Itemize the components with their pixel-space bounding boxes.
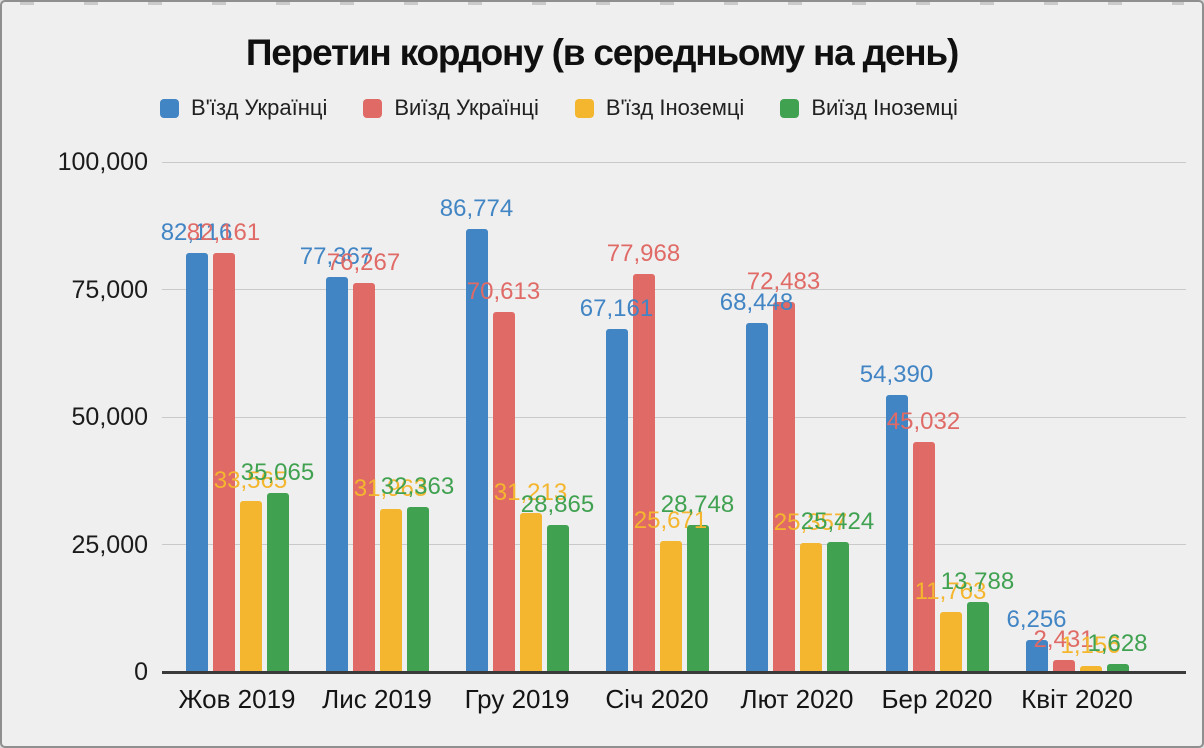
- x-axis-label: Лют 2020: [740, 684, 854, 714]
- bar[interactable]: [546, 524, 569, 672]
- y-axis-tick-label: 100,000: [57, 148, 148, 176]
- bar-value-label: 32,363: [380, 472, 455, 500]
- bar-value-label: 25,671: [633, 507, 708, 535]
- bar[interactable]: [772, 302, 795, 672]
- bar-value-label: 67,161: [579, 295, 654, 323]
- bar-value-label: 35,065: [240, 459, 315, 487]
- x-axis-label: Жов 2019: [178, 684, 296, 714]
- bar[interactable]: [912, 442, 935, 672]
- bar-value-label: 11,763: [914, 578, 987, 605]
- bar-value-label: 82,116: [160, 219, 233, 247]
- legend-swatch-blue-icon: [160, 98, 179, 118]
- chart-title: Перетин кордону (в середньому на день): [245, 32, 959, 73]
- legend-label: В'їзд Українці: [191, 95, 328, 120]
- legend-label: В'їзд Іноземці: [605, 95, 745, 120]
- legend-item-entry-foreigners[interactable]: В'їзд Іноземці: [574, 95, 745, 121]
- bar-value-label: 76,267: [326, 249, 401, 277]
- bar-value-label: 1,628: [1087, 629, 1148, 657]
- bar[interactable]: [379, 508, 402, 672]
- bar[interactable]: [325, 277, 348, 672]
- bar[interactable]: [1079, 666, 1102, 672]
- legend-item-exit-ukrainians[interactable]: Виїзд Українці: [363, 95, 539, 121]
- bar[interactable]: [1052, 659, 1075, 672]
- bar[interactable]: [519, 512, 542, 672]
- bar[interactable]: [465, 229, 488, 672]
- bar-value-label: 31,963: [353, 474, 428, 502]
- legend-swatch-yellow-icon: [574, 98, 594, 118]
- y-axis-tick-label: 25,000: [71, 530, 148, 559]
- bar[interactable]: [885, 394, 908, 672]
- bar[interactable]: [1025, 640, 1048, 672]
- bar-value-label: 33,565: [213, 466, 288, 494]
- bar[interactable]: [239, 500, 262, 672]
- bar-value-label: 25,424: [800, 508, 875, 536]
- bar[interactable]: [1106, 663, 1129, 672]
- gridline: [162, 416, 1186, 418]
- bar-value-label: 77,367: [299, 243, 374, 271]
- bar-value-label: 54,390: [859, 360, 934, 388]
- legend-item-exit-foreigners[interactable]: Виїзд Іноземці: [780, 95, 958, 121]
- x-axis-label: Січ 2020: [605, 684, 709, 714]
- bar-value-label: 77,968: [606, 240, 681, 268]
- bar[interactable]: [492, 311, 515, 672]
- bar-value-label: 6,256: [1006, 606, 1067, 634]
- bar-value-label: 31,213: [493, 478, 568, 506]
- bar[interactable]: [826, 542, 849, 672]
- x-axis-label: Лис 2019: [322, 684, 432, 714]
- bar-value-label: 72,483: [746, 268, 821, 296]
- bar[interactable]: [659, 541, 682, 672]
- x-axis-line: [162, 671, 1186, 674]
- bar[interactable]: [745, 322, 768, 672]
- bar-value-label: 86,774: [439, 195, 514, 223]
- bar[interactable]: [632, 274, 655, 672]
- bar-value-label: 68,448: [719, 288, 794, 316]
- chart-legend: В'їзд Українці Виїзд Українці В'їзд Іноз…: [160, 95, 958, 121]
- bar-value-label: 13,788: [940, 567, 1015, 595]
- bar[interactable]: [185, 253, 208, 672]
- y-axis-tick-label: 0: [134, 658, 148, 686]
- bar-value-label: 28,865: [520, 490, 595, 518]
- bar[interactable]: [686, 525, 709, 672]
- gridline: [162, 161, 1186, 163]
- legend-label: Виїзд Іноземці: [811, 95, 958, 120]
- bar-value-label: 1,156: [1060, 632, 1121, 660]
- bar[interactable]: [212, 252, 235, 672]
- bar[interactable]: [966, 601, 989, 672]
- bar-value-label: 2,431: [1033, 625, 1094, 653]
- bar-value-label: 28,748: [660, 491, 735, 519]
- bar-value-label: 45,032: [886, 408, 961, 436]
- legend-item-entry-ukrainians[interactable]: В'їзд Українці: [160, 95, 327, 121]
- bar[interactable]: [939, 612, 962, 672]
- legend-label: Виїзд Українці: [394, 95, 539, 120]
- bar-value-label: 70,613: [466, 277, 541, 305]
- bar-value-label: 82,161: [186, 218, 261, 246]
- x-axis-label: Гру 2019: [464, 684, 570, 714]
- bar[interactable]: [352, 283, 375, 672]
- x-axis-label: Квіт 2020: [1021, 684, 1133, 714]
- cropped-edge-artifacts: [20, 2, 1184, 5]
- bar[interactable]: [406, 506, 429, 672]
- legend-swatch-green-icon: [780, 98, 800, 118]
- y-axis-tick-label: 50,000: [71, 403, 148, 431]
- bar[interactable]: [605, 329, 628, 672]
- bar[interactable]: [799, 542, 822, 672]
- bar[interactable]: [266, 493, 289, 672]
- y-axis-tick-label: 75,000: [71, 275, 148, 304]
- x-axis-label: Бер 2020: [881, 684, 993, 714]
- bar-value-label: 25,357: [773, 508, 848, 536]
- gridline: [162, 289, 1186, 290]
- legend-swatch-red-icon: [363, 98, 383, 118]
